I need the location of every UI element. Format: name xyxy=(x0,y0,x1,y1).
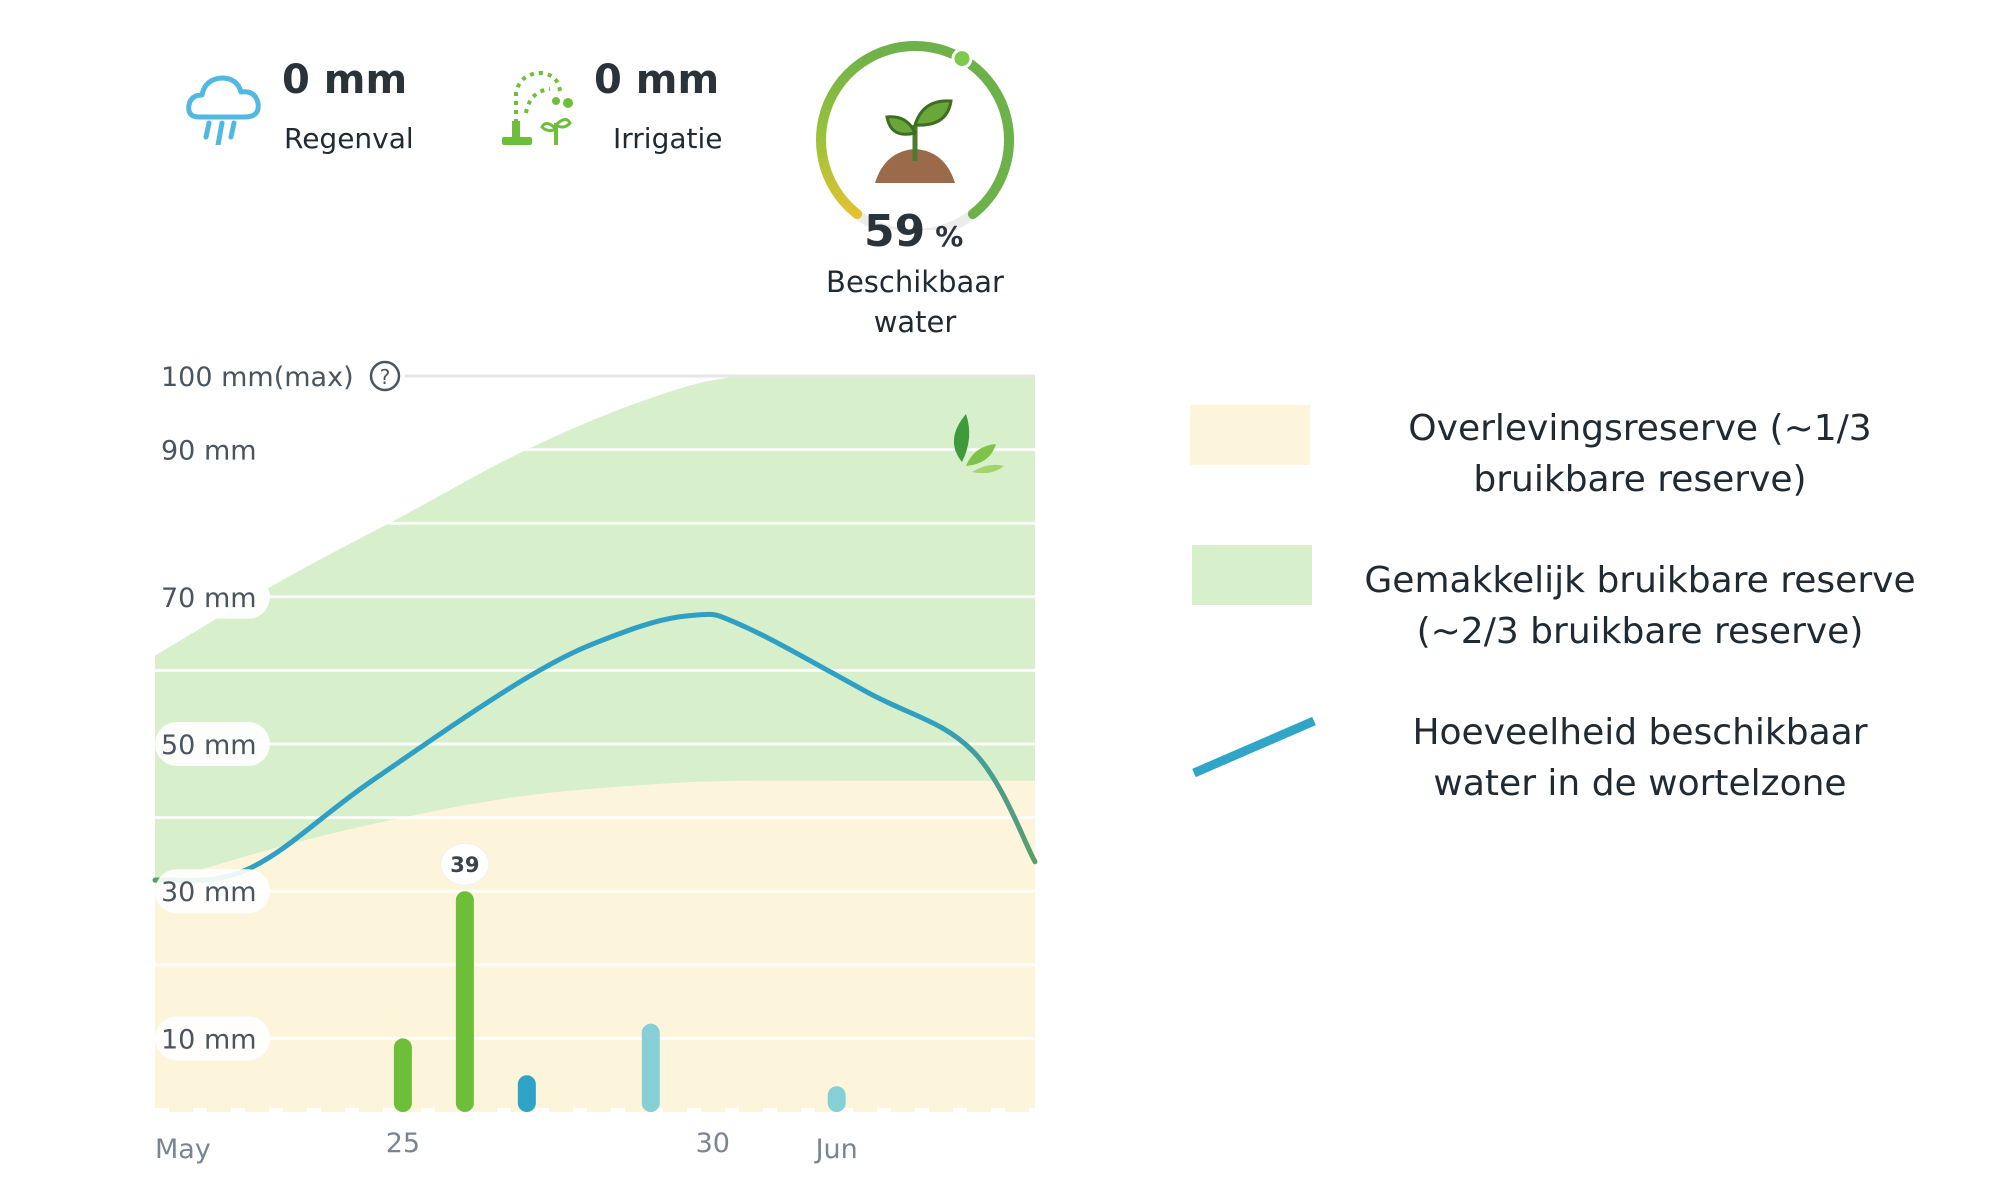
y-tick-text: 70 mm xyxy=(161,583,257,614)
legend-swatch-easy xyxy=(1192,545,1312,605)
rain-bar[interactable] xyxy=(827,1086,846,1112)
y-tick-text: 30 mm xyxy=(161,877,257,908)
gauge-percentage: 59% xyxy=(864,206,963,257)
y-tick-label: 70 mm xyxy=(155,574,270,619)
y-tick-label: 10 mm xyxy=(155,1016,270,1061)
x-tick-label: Jun xyxy=(814,1134,858,1165)
rain-bar[interactable] xyxy=(517,1075,536,1112)
legend-label-easy: Gemakkelijk bruikbare reserve (~2/3 brui… xyxy=(1364,560,1916,652)
y-tick-label: 50 mm xyxy=(155,722,270,766)
y-tick-label: 90 mm xyxy=(155,427,270,472)
help-icon[interactable]: ? xyxy=(369,360,401,392)
y-tick-label: 100 mm(max)? xyxy=(155,354,405,398)
irrigation-bar[interactable] xyxy=(393,1038,412,1112)
irrigation-label: Irrigatie xyxy=(613,122,723,155)
svg-text:?: ? xyxy=(380,365,391,389)
rain-bar[interactable] xyxy=(641,1023,660,1112)
y-tick-text: 50 mm xyxy=(161,730,257,761)
gauge-value: 59 xyxy=(864,206,926,257)
y-tick-text: 90 mm xyxy=(161,436,257,467)
y-tick-text: 100 mm(max) xyxy=(161,362,354,393)
rain-value: 0 mm xyxy=(282,57,408,103)
survival-reserve-area xyxy=(155,780,1035,1112)
gauge-ring xyxy=(816,41,1014,230)
x-tick-label: May xyxy=(155,1134,211,1165)
legend: Overlevingsreserve (~1/3 bruikbare reser… xyxy=(1180,395,1916,825)
irrigation-stat: 0 mm Irrigatie xyxy=(498,55,738,165)
seedling-icon xyxy=(875,99,955,183)
legend-swatch-survival xyxy=(1190,405,1310,465)
leaf-logo-icon xyxy=(953,414,1004,474)
rain-stat: 0 mm Regenval xyxy=(185,55,425,165)
bar-value-badge: 39 xyxy=(440,842,490,886)
y-tick-label: 30 mm xyxy=(155,869,270,914)
bar-value-text: 39 xyxy=(450,853,479,877)
x-tick-label: 30 xyxy=(696,1128,730,1159)
rain-cloud-icon xyxy=(186,75,261,145)
irrigation-bar[interactable] xyxy=(455,891,474,1112)
available-water-gauge: 59% Beschikbaar water xyxy=(790,30,1040,350)
gauge-label: Beschikbaar water xyxy=(826,265,1004,339)
legend-swatch-line xyxy=(1192,716,1316,778)
legend-label-line: Hoeveelheid beschikbaar water in de wort… xyxy=(1412,712,1868,804)
gauge-unit: % xyxy=(935,220,964,253)
x-tick-label: 25 xyxy=(386,1128,420,1159)
available-water-line xyxy=(152,611,1038,884)
sprinkler-icon xyxy=(502,70,573,145)
legend-label-survival: Overlevingsreserve (~1/3 bruikbare reser… xyxy=(1408,408,1872,500)
irrigation-value: 0 mm xyxy=(594,57,720,103)
y-tick-text: 10 mm xyxy=(161,1024,257,1055)
rain-label: Regenval xyxy=(284,122,414,155)
